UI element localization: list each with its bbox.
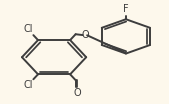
- Text: Cl: Cl: [23, 80, 32, 90]
- Text: O: O: [81, 30, 89, 40]
- Text: F: F: [123, 4, 129, 14]
- Text: O: O: [73, 88, 81, 98]
- Text: Cl: Cl: [23, 24, 33, 34]
